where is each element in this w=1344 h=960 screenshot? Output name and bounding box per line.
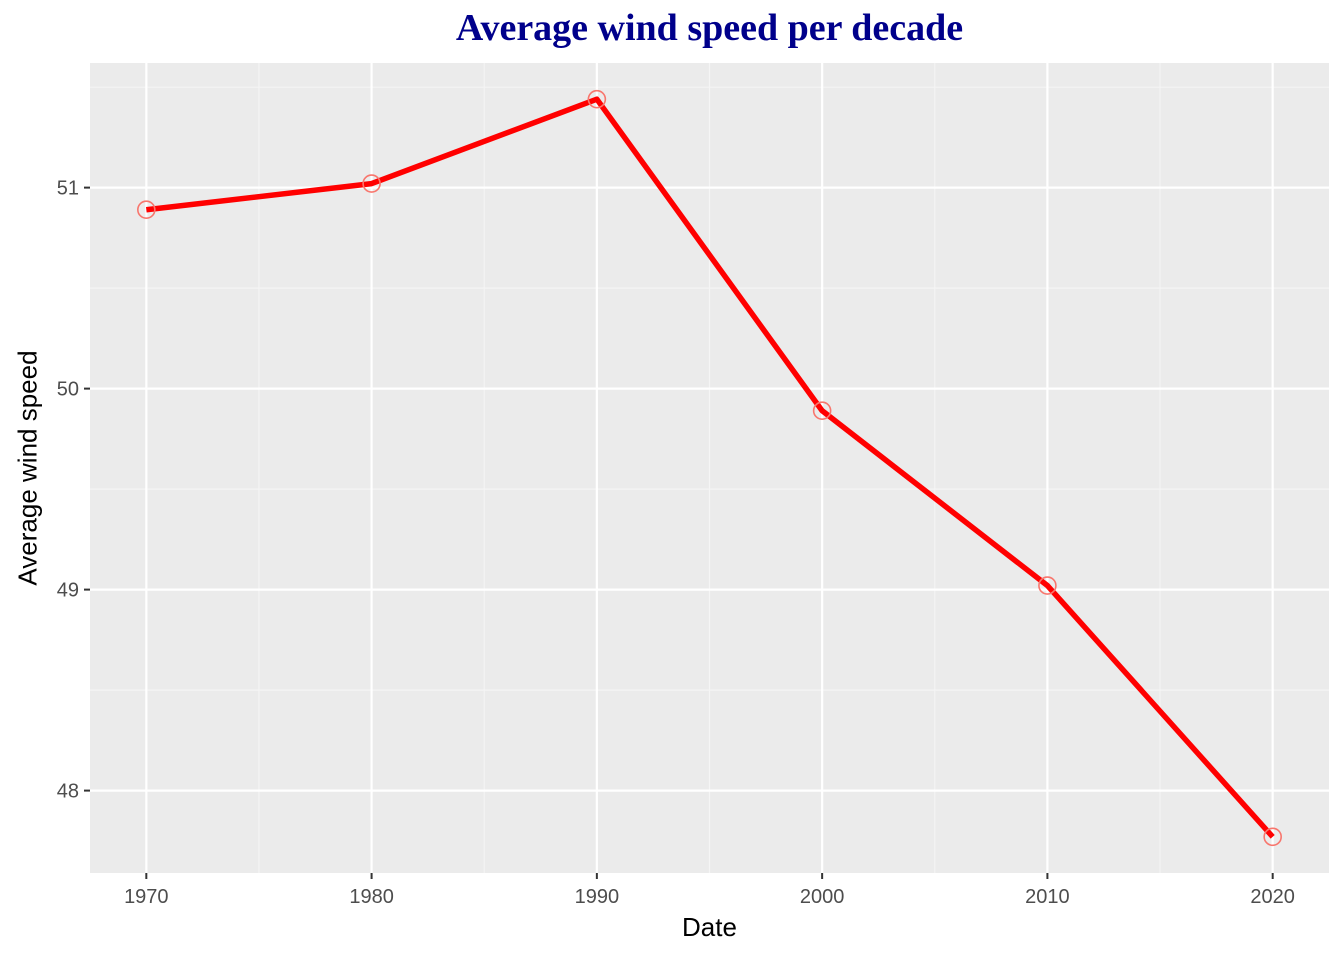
x-tick-label: 1990 bbox=[575, 886, 620, 908]
data-point bbox=[137, 200, 156, 220]
y-tick-label: 48 bbox=[57, 781, 79, 803]
x-tick-label: 2010 bbox=[1025, 886, 1070, 908]
data-point bbox=[812, 401, 832, 421]
data-point bbox=[587, 89, 607, 109]
y-tick-label: 49 bbox=[57, 580, 79, 602]
data-point bbox=[362, 174, 381, 193]
x-tick-label: 2000 bbox=[800, 886, 845, 908]
x-axis-label: Date bbox=[682, 912, 737, 942]
y-tick-label: 50 bbox=[57, 379, 79, 401]
series-line bbox=[146, 96, 1275, 839]
x-tick-label: 1980 bbox=[349, 886, 394, 908]
data-point bbox=[1038, 576, 1057, 595]
y-axis-label: Average wind speed bbox=[12, 350, 43, 586]
x-tick-label: 2020 bbox=[1250, 886, 1295, 908]
x-tick-label: 1970 bbox=[124, 886, 169, 908]
y-tick-label: 51 bbox=[57, 178, 79, 200]
chart-title: Average wind speed per decade bbox=[455, 7, 964, 49]
data-point bbox=[1263, 827, 1282, 847]
